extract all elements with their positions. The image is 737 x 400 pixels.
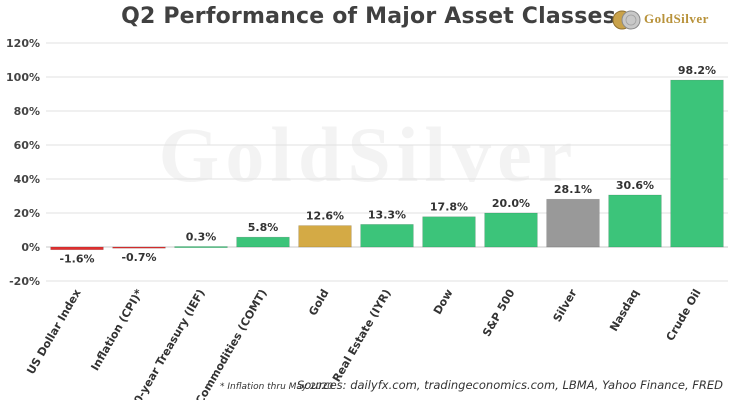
data-label: 5.8%: [248, 221, 279, 234]
bar: [360, 224, 414, 248]
coins-icon: [612, 10, 641, 30]
data-label: 30.6%: [616, 179, 654, 192]
category-label: Real Estate (IYR): [330, 287, 394, 384]
y-tick-label: 0%: [21, 241, 40, 254]
data-label: 28.1%: [554, 183, 592, 196]
bar: [608, 194, 662, 248]
category-label: Dow: [431, 287, 456, 317]
data-label: 17.8%: [430, 201, 468, 214]
data-label: 12.6%: [306, 210, 344, 223]
category-label: US Dollar Index: [24, 287, 83, 377]
category-label: S&P 500: [480, 287, 518, 339]
y-tick-label: 100%: [6, 71, 40, 84]
brand-logo: GoldSilver: [612, 8, 734, 32]
y-tick-label: 60%: [14, 139, 40, 152]
bar: [670, 79, 724, 248]
bar: [298, 225, 352, 248]
bar: [50, 246, 104, 251]
data-label: 13.3%: [368, 208, 406, 221]
footnote: * Inflation thru May 2020: [220, 382, 334, 392]
sources-note: Sources: dailyfx.com, tradingeconomics.c…: [296, 378, 723, 392]
chart-title: Q2 Performance of Major Asset Classes: [121, 4, 616, 29]
bar: [546, 198, 600, 248]
y-tick-label: 80%: [14, 105, 40, 118]
y-tick-label: 20%: [14, 207, 40, 220]
bar: [422, 216, 476, 248]
category-label: Silver: [551, 287, 580, 325]
data-label: -1.6%: [59, 253, 94, 266]
category-label: Gold: [306, 287, 331, 318]
bar: [112, 246, 166, 249]
data-label: -0.7%: [121, 251, 156, 264]
data-label: 20.0%: [492, 197, 530, 210]
bar: [236, 236, 290, 248]
bar: [484, 212, 538, 248]
bar: [174, 246, 228, 248]
y-tick-label: 120%: [6, 37, 40, 50]
data-label: 0.3%: [186, 230, 217, 243]
data-label: 98.2%: [678, 64, 716, 77]
logo-text: GoldSilver: [644, 11, 709, 26]
category-label: Crude Oil: [664, 287, 704, 343]
y-tick-label: 40%: [14, 173, 40, 186]
category-label: Inflation (CPI)*: [88, 287, 145, 373]
watermark: GoldSilver: [0, 110, 737, 200]
y-tick-label: -20%: [9, 275, 40, 288]
category-label: Nasdaq: [607, 287, 641, 334]
